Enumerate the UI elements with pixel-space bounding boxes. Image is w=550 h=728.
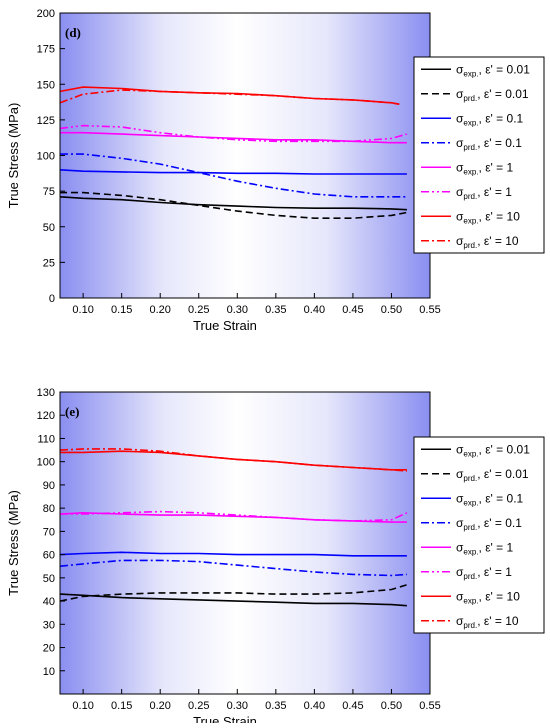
plot-background [60, 392, 430, 694]
x-tick-label: 0.15 [111, 304, 132, 316]
panel-label: (d) [65, 25, 81, 40]
y-tick-label: 90 [43, 480, 55, 492]
y-tick-label: 100 [37, 457, 55, 469]
series-line-1 [59, 584, 408, 602]
legend-label: σprd., ε' = 1 [456, 185, 512, 201]
panel-label: (e) [65, 404, 79, 419]
x-axis-title: True Strain [193, 318, 257, 333]
legend-label: σexp., ε' = 10 [456, 589, 520, 605]
x-tick-label: 0.45 [342, 700, 363, 712]
x-tick-label: 0.45 [342, 304, 363, 316]
legend-label: σexp., ε' = 1 [456, 540, 514, 556]
x-tick-label: 0.50 [381, 700, 402, 712]
chart-panel-1: 10 20 30 40 50 60 70 80 90 100 110 120 130 0.10 0.15 0.… [6, 387, 545, 728]
x-tick-label: 0.25 [188, 304, 209, 316]
legend-label: σprd., ε' = 0.01 [456, 87, 529, 103]
y-axis-title: True Stress (MPa) [6, 103, 21, 209]
series-line-7 [59, 448, 407, 472]
series-line-1 [60, 191, 408, 219]
legend-label: σexp., ε' = 0.1 [456, 111, 524, 127]
series-line-4 [60, 131, 407, 144]
series-line-7 [59, 89, 400, 105]
x-tick-label: 0.30 [227, 304, 248, 316]
y-tick-label: 10 [43, 666, 55, 678]
x-tick-label: 0.50 [381, 304, 402, 316]
legend-box [413, 56, 545, 254]
x-tick-label: 0.15 [111, 700, 132, 712]
legend-label: σprd., ε' = 0.1 [456, 136, 522, 152]
y-tick-label: 75 [43, 186, 55, 198]
y-tick-label: 175 [37, 44, 55, 56]
x-tick-label: 0.55 [419, 304, 440, 316]
chart-panel-0: 0 25 50 75 100 125 150 175 200 0.10 0.15 0.20 0.25 0.… [6, 8, 545, 333]
y-tick-label: 110 [37, 433, 55, 445]
legend-label: σexp., ε' = 0.01 [456, 442, 530, 458]
legend-label: σprd., ε' = 10 [456, 234, 519, 250]
y-tick-label: 70 [43, 526, 55, 538]
plot-background [60, 13, 430, 298]
y-tick-label: 50 [43, 222, 55, 234]
y-tick-label: 200 [37, 8, 55, 20]
y-tick-label: 50 [43, 573, 55, 585]
x-tick-label: 0.35 [265, 304, 286, 316]
y-tick-label: 130 [37, 387, 55, 399]
x-tick-label: 0.55 [419, 700, 440, 712]
x-axis-title: True Strain [193, 714, 257, 723]
y-tick-label: 125 [37, 115, 55, 127]
series-line-5 [60, 510, 408, 522]
series-line-0 [59, 196, 407, 211]
series-line-3 [60, 153, 407, 198]
x-tick-label: 0.25 [188, 700, 209, 712]
x-tick-label: 0.20 [149, 700, 170, 712]
y-tick-label: 20 [43, 643, 55, 655]
series-line-2 [59, 169, 407, 175]
series-line-5 [59, 124, 408, 143]
x-tick-label: 0.20 [149, 304, 170, 316]
x-tick-label: 0.40 [304, 304, 325, 316]
x-tick-label: 0.35 [265, 700, 286, 712]
legend-label: σprd., ε' = 0.01 [456, 467, 529, 483]
y-tick-label: 25 [43, 257, 55, 269]
series-line-3 [59, 559, 407, 577]
y-tick-label: 30 [43, 619, 55, 631]
y-tick-label: 150 [37, 79, 55, 91]
legend-label: σprd., ε' = 10 [456, 614, 519, 630]
x-tick-label: 0.10 [72, 304, 93, 316]
y-tick-label: 40 [43, 596, 55, 608]
y-tick-label: 0 [49, 293, 55, 305]
y-tick-label: 100 [37, 151, 55, 163]
legend-label: σexp., ε' = 1 [456, 160, 514, 176]
series-line-2 [59, 551, 407, 557]
y-axis-title: True Stress (MPa) [6, 490, 21, 596]
legend-box [413, 436, 545, 634]
y-tick-label: 60 [43, 550, 55, 562]
legend-label: σexp., ε' = 0.01 [456, 62, 530, 78]
x-tick-label: 0.40 [304, 700, 325, 712]
legend-label: σprd., ε' = 1 [456, 565, 512, 581]
x-tick-label: 0.30 [227, 700, 248, 712]
y-tick-label: 120 [37, 410, 55, 422]
legend: σexp., ε' = 0.01 σprd., ε' = 0.01 σexp., ε… [413, 56, 545, 254]
legend-label: σexp., ε' = 10 [456, 209, 520, 225]
legend-label: σexp., ε' = 0.1 [456, 491, 524, 507]
series-line-0 [59, 593, 407, 607]
legend: σexp., ε' = 0.01 σprd., ε' = 0.01 σexp., ε… [413, 436, 545, 634]
y-tick-label: 80 [43, 503, 55, 515]
legend-label: σprd., ε' = 0.1 [456, 516, 522, 532]
x-tick-label: 0.10 [72, 700, 93, 712]
